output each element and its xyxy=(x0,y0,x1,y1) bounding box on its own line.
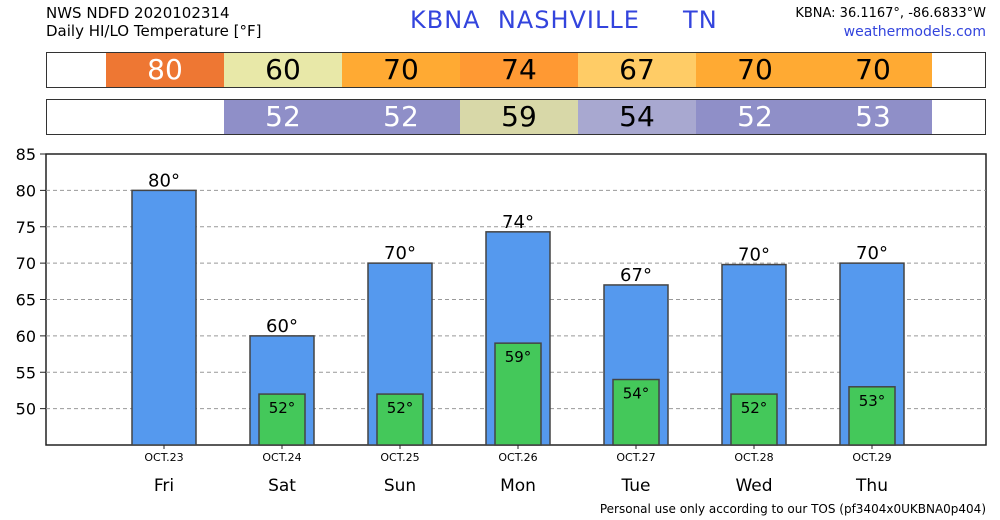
low-bar-label: 52° xyxy=(387,399,414,417)
hi-temp-cell: 60 xyxy=(224,53,342,87)
site-link[interactable]: weathermodels.com xyxy=(843,24,986,40)
footer-tos: Personal use only according to our TOS (… xyxy=(599,502,986,516)
x-date-label: OCT.23 xyxy=(144,451,183,464)
x-day-label: Tue xyxy=(620,476,650,496)
high-bar-label: 80° xyxy=(148,170,180,191)
low-bar xyxy=(376,393,424,446)
y-tick-label: 60 xyxy=(16,327,36,346)
low-bar-label: 59° xyxy=(505,348,532,366)
model-run-label: NWS NDFD 2020102314 xyxy=(46,4,230,22)
y-tick-label: 85 xyxy=(16,145,36,164)
high-bar-label: 70° xyxy=(856,243,888,264)
lo-temp-cell: 54 xyxy=(578,100,696,134)
high-bar-label: 67° xyxy=(620,265,652,286)
high-bar-label: 60° xyxy=(266,316,298,337)
x-day-label: Thu xyxy=(855,476,888,496)
y-tick-label: 65 xyxy=(16,291,36,310)
lo-temp-cell: 52 xyxy=(342,100,460,134)
low-bar xyxy=(258,393,306,446)
header-info: NWS NDFD 2020102314 Daily HI/LO Temperat… xyxy=(46,4,262,40)
lo-temp-cell: 52 xyxy=(696,100,814,134)
chart-title: Daily HI/LO Temperature [°F] xyxy=(46,22,262,40)
low-bar-label: 52° xyxy=(269,399,296,417)
x-date-label: OCT.26 xyxy=(498,451,537,464)
high-temp-strip: 80 60 70 74 67 70 70 xyxy=(46,52,986,88)
x-day-label: Mon xyxy=(500,476,536,496)
lo-temp-cell: 52 xyxy=(224,100,342,134)
y-tick-label: 70 xyxy=(16,254,36,273)
low-bar xyxy=(730,393,778,446)
y-tick-label: 50 xyxy=(16,400,36,419)
y-tick-label: 80 xyxy=(16,181,36,200)
temperature-chart: 50 55 60 65 70 75 80 85 80° OCT.23 Fri 60° 52° OCT.24… xyxy=(16,145,987,496)
x-date-label: OCT.28 xyxy=(734,451,773,464)
y-tick-label: 75 xyxy=(16,218,36,237)
x-day-label: Sun xyxy=(384,476,416,496)
x-date-label: OCT.24 xyxy=(262,451,301,464)
x-day-label: Fri xyxy=(154,476,174,496)
hi-temp-cell: 70 xyxy=(696,53,814,87)
lo-temp-cell xyxy=(106,100,224,134)
hi-temp-cell: 70 xyxy=(342,53,460,87)
high-bar-label: 70° xyxy=(738,245,770,266)
high-bar xyxy=(131,189,197,446)
hi-temp-cell: 74 xyxy=(460,53,578,87)
x-day-label: Wed xyxy=(735,476,772,496)
low-bar xyxy=(848,386,896,446)
low-temp-strip: 52 52 59 54 52 53 xyxy=(46,99,986,135)
low-bar-label: 52° xyxy=(741,399,768,417)
x-date-label: OCT.25 xyxy=(380,451,419,464)
x-day-label: Sat xyxy=(268,476,296,496)
x-date-label: OCT.27 xyxy=(616,451,655,464)
lo-temp-cell: 53 xyxy=(814,100,932,134)
hi-temp-cell: 80 xyxy=(106,53,224,87)
low-bar xyxy=(612,378,660,446)
high-bar-label: 70° xyxy=(384,243,416,264)
station-title: KBNA NASHVILLE TN xyxy=(410,6,718,34)
hi-temp-cell: 67 xyxy=(578,53,696,87)
lo-temp-cell: 59 xyxy=(460,100,578,134)
hi-temp-cell: 70 xyxy=(814,53,932,87)
low-bar-label: 54° xyxy=(623,385,650,403)
station-coords: KBNA: 36.1167°, -86.6833°W xyxy=(795,6,986,21)
y-tick-label: 55 xyxy=(16,363,36,382)
x-date-label: OCT.29 xyxy=(852,451,891,464)
low-bar-label: 53° xyxy=(859,392,886,410)
high-bar-label: 74° xyxy=(502,212,534,233)
